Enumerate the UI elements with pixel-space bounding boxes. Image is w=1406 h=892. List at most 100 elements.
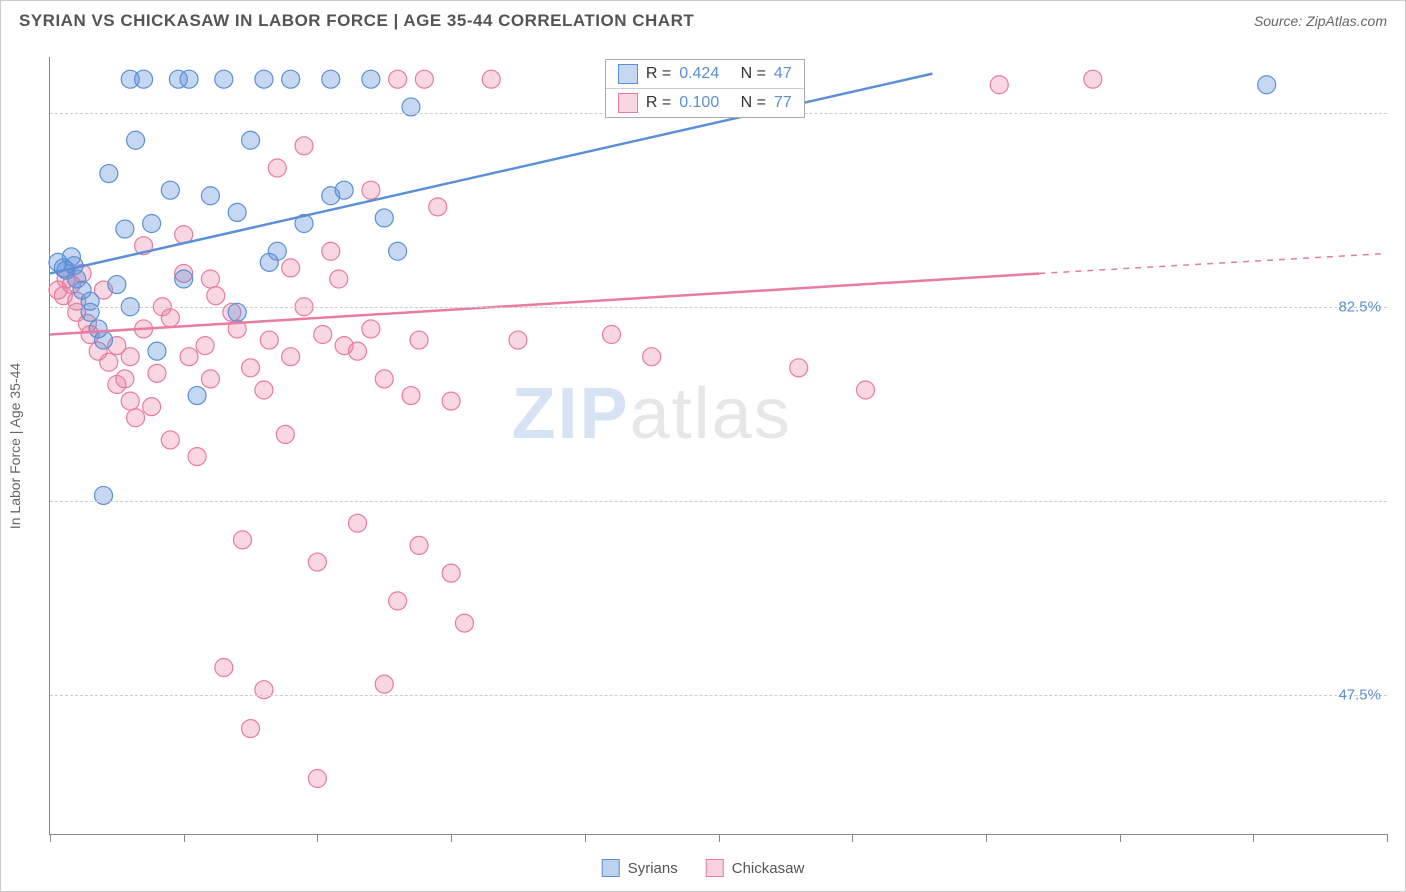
scatter-point [455, 614, 473, 632]
scatter-point [375, 209, 393, 227]
scatter-point [335, 181, 353, 199]
scatter-point [389, 242, 407, 260]
scatter-point [148, 342, 166, 360]
scatter-point [215, 70, 233, 88]
scatter-point [161, 309, 179, 327]
scatter-point [94, 331, 112, 349]
scatter-point [482, 70, 500, 88]
scatter-point [282, 259, 300, 277]
legend-swatch [706, 859, 724, 877]
ytick-label: 47.5% [1338, 687, 1381, 704]
scatter-point [415, 70, 433, 88]
plot-svg [50, 57, 1387, 834]
trend-line [50, 273, 1039, 334]
scatter-point [242, 131, 260, 149]
scatter-point [255, 381, 273, 399]
scatter-point [207, 287, 225, 305]
scatter-point [442, 564, 460, 582]
header: SYRIAN VS CHICKASAW IN LABOR FORCE | AGE… [1, 1, 1405, 39]
corr-swatch [618, 64, 638, 84]
scatter-point [135, 70, 153, 88]
scatter-point [790, 359, 808, 377]
plot-area: ZIPatlas 47.5%82.5%R = 0.424 N = 47R = 0… [49, 57, 1387, 835]
scatter-point [196, 337, 214, 355]
scatter-point [308, 553, 326, 571]
chart-container: SYRIAN VS CHICKASAW IN LABOR FORCE | AGE… [0, 0, 1406, 892]
scatter-point [442, 392, 460, 410]
scatter-point [314, 326, 332, 344]
scatter-point [330, 270, 348, 288]
scatter-point [201, 370, 219, 388]
correlation-row: R = 0.100 N = 77 [606, 89, 804, 117]
scatter-point [276, 425, 294, 443]
scatter-point [201, 270, 219, 288]
corr-r-label: R = [646, 65, 671, 83]
xtick [451, 834, 452, 842]
scatter-point [260, 331, 278, 349]
scatter-point [161, 181, 179, 199]
corr-n-value: 77 [774, 94, 792, 112]
corr-n-value: 47 [774, 65, 792, 83]
scatter-point [322, 70, 340, 88]
scatter-point [429, 198, 447, 216]
scatter-point [255, 70, 273, 88]
scatter-point [410, 331, 428, 349]
gridline [50, 501, 1387, 502]
corr-r-value: 0.100 [679, 94, 719, 112]
scatter-point [148, 364, 166, 382]
legend-swatch [602, 859, 620, 877]
gridline [50, 695, 1387, 696]
scatter-point [389, 592, 407, 610]
scatter-point [234, 531, 252, 549]
scatter-point [1258, 76, 1276, 94]
scatter-point [857, 381, 875, 399]
scatter-point [188, 387, 206, 405]
corr-r-value: 0.424 [679, 65, 719, 83]
scatter-point [389, 70, 407, 88]
scatter-point [322, 242, 340, 260]
corr-n-label: N = [727, 94, 766, 112]
scatter-point [509, 331, 527, 349]
scatter-point [175, 270, 193, 288]
scatter-point [282, 70, 300, 88]
xtick [852, 834, 853, 842]
scatter-point [228, 203, 246, 221]
xtick [585, 834, 586, 842]
scatter-point [362, 70, 380, 88]
scatter-point [362, 320, 380, 338]
legend-label: Syrians [628, 860, 678, 877]
scatter-point [990, 76, 1008, 94]
scatter-point [116, 220, 134, 238]
scatter-point [349, 342, 367, 360]
scatter-point [143, 398, 161, 416]
xtick [1120, 834, 1121, 842]
scatter-point [161, 431, 179, 449]
legend-label: Chickasaw [732, 860, 805, 877]
gridline [50, 307, 1387, 308]
scatter-point [100, 353, 118, 371]
corr-r-label: R = [646, 94, 671, 112]
xtick [184, 834, 185, 842]
ytick-label: 82.5% [1338, 298, 1381, 315]
legend-bottom: Syrians Chickasaw [602, 859, 805, 877]
scatter-point [121, 392, 139, 410]
scatter-point [116, 370, 134, 388]
scatter-point [402, 387, 420, 405]
scatter-point [201, 187, 219, 205]
scatter-point [295, 137, 313, 155]
chart-title: SYRIAN VS CHICKASAW IN LABOR FORCE | AGE… [19, 11, 694, 31]
scatter-point [242, 720, 260, 738]
xtick [719, 834, 720, 842]
scatter-point [127, 131, 145, 149]
scatter-point [308, 770, 326, 788]
scatter-point [410, 536, 428, 554]
scatter-point [268, 159, 286, 177]
scatter-point [121, 348, 139, 366]
scatter-point [108, 276, 126, 294]
correlation-box: R = 0.424 N = 47 R = 0.100 N = 77 [605, 59, 805, 118]
scatter-point [643, 348, 661, 366]
y-axis-label: In Labor Force | Age 35-44 [7, 363, 23, 529]
xtick [1387, 834, 1388, 842]
xtick [1253, 834, 1254, 842]
legend-item: Chickasaw [706, 859, 805, 877]
